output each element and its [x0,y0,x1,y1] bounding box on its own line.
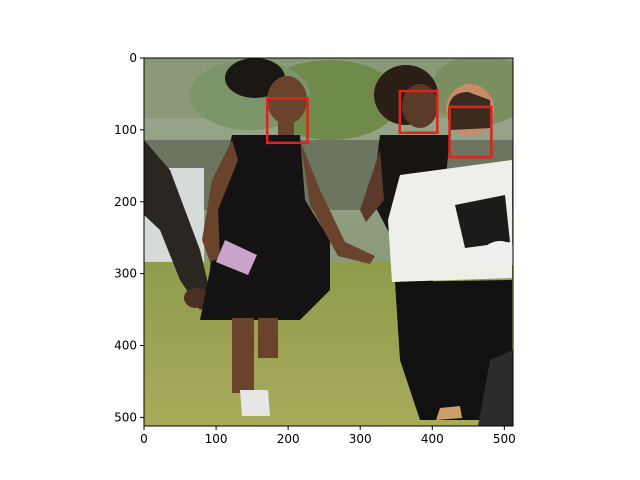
x-tick-label: 0 [140,432,148,446]
y-axis: 0 100 200 300 400 500 [114,51,144,424]
y-tick-label: 0 [129,51,137,65]
photo-image [144,58,513,426]
y-tick-label: 100 [114,123,137,137]
x-tick-label: 200 [277,432,300,446]
detection-box-face-1 [265,97,309,145]
detection-box-face-2 [398,89,439,134]
x-tick-label: 100 [205,432,228,446]
x-tick-label: 500 [493,432,516,446]
y-tick-label: 500 [114,410,137,424]
plot-frame [143,57,514,427]
y-tick-label: 200 [114,195,137,209]
y-tick-label: 300 [114,267,137,281]
y-tick-label: 400 [114,339,137,353]
detection-box-face-3 [448,105,493,159]
detection-boxes [265,89,493,159]
x-tick-label: 400 [421,432,444,446]
x-axis: 0 100 200 300 400 500 [140,426,516,446]
x-tick-label: 300 [349,432,372,446]
